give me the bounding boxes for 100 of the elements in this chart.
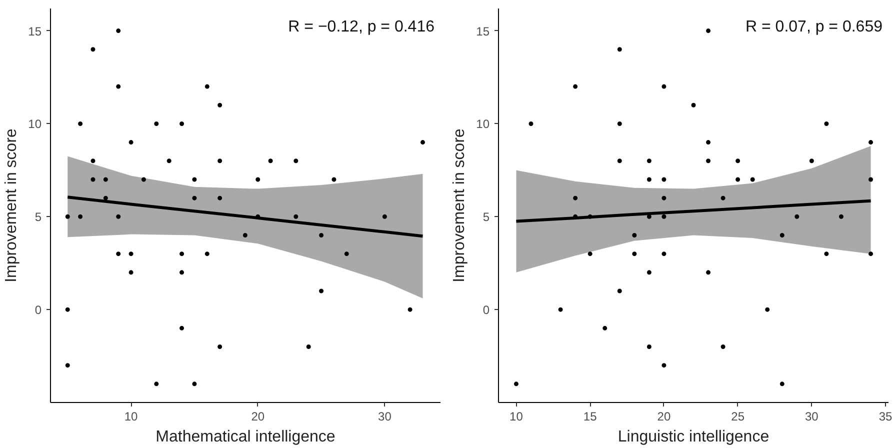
x-tick-label: 30 <box>378 410 392 424</box>
y-tick-label: 0 <box>34 303 42 318</box>
point <box>617 47 622 52</box>
x-tick-label: 10 <box>510 410 524 424</box>
point <box>646 344 652 349</box>
point <box>65 307 70 312</box>
point <box>382 214 387 219</box>
point <box>319 288 324 294</box>
point <box>319 232 324 238</box>
point <box>838 214 844 219</box>
point <box>662 214 666 219</box>
x-tick-label: 15 <box>583 410 598 424</box>
point <box>192 177 197 182</box>
point <box>154 121 159 126</box>
point <box>662 196 666 200</box>
point <box>116 214 121 219</box>
point <box>794 214 800 219</box>
point <box>780 382 784 386</box>
point <box>720 196 726 200</box>
x-tick-label: 20 <box>251 410 265 424</box>
point <box>204 84 210 89</box>
point <box>632 252 637 256</box>
point <box>408 307 412 312</box>
point <box>706 158 711 164</box>
point <box>573 84 578 89</box>
y-tick-label: 15 <box>28 24 42 38</box>
point <box>617 121 622 126</box>
point <box>736 177 740 182</box>
point <box>268 158 273 164</box>
point <box>180 270 184 275</box>
point <box>256 177 260 182</box>
point <box>116 28 121 34</box>
annotation: R = −0.12, p = 0.416 <box>288 18 435 36</box>
line-series <box>66 196 424 238</box>
point <box>824 121 829 126</box>
x-tick-label: 30 <box>805 410 819 424</box>
point <box>103 177 108 182</box>
point <box>514 382 518 386</box>
point <box>180 121 184 126</box>
x-axis-title: Mathematical intelligence <box>156 428 336 446</box>
point <box>218 196 222 200</box>
point <box>192 382 197 386</box>
point <box>180 326 184 330</box>
point <box>65 214 70 219</box>
point <box>706 28 711 34</box>
y-tick-label: 0 <box>482 303 490 318</box>
x-tick-label: 10 <box>124 410 138 424</box>
point <box>868 140 874 145</box>
point <box>242 232 248 238</box>
point <box>116 84 121 89</box>
point <box>588 214 592 219</box>
point <box>192 196 197 200</box>
point <box>662 363 666 368</box>
point <box>528 121 534 126</box>
point <box>558 307 563 312</box>
y-tick-label: 10 <box>28 117 42 132</box>
line-series <box>514 199 872 223</box>
point <box>116 252 121 256</box>
point <box>736 158 740 164</box>
point <box>166 158 172 164</box>
point <box>218 158 222 164</box>
point <box>128 270 134 275</box>
point <box>180 252 184 256</box>
point <box>90 47 96 52</box>
point <box>218 344 222 349</box>
point <box>294 158 298 164</box>
x-tick-label: 35 <box>878 410 893 424</box>
y-axis-title: Improvement in score <box>451 128 468 282</box>
point <box>588 252 592 256</box>
point <box>128 140 134 145</box>
point <box>706 270 711 275</box>
point <box>141 177 146 182</box>
annotation: R = 0.07, p = 0.659 <box>746 18 883 36</box>
point <box>750 177 755 182</box>
point <box>602 326 608 330</box>
point <box>128 252 134 256</box>
y-axis-title: Improvement in score <box>3 128 20 282</box>
point <box>78 121 83 126</box>
point <box>691 102 696 108</box>
point <box>662 252 666 256</box>
point <box>646 158 652 164</box>
point <box>765 307 770 312</box>
point <box>646 270 652 275</box>
point <box>573 196 578 200</box>
point <box>306 344 311 349</box>
y-tick-label: 5 <box>34 210 42 224</box>
point <box>720 344 726 349</box>
point <box>662 84 666 89</box>
point <box>78 214 83 219</box>
point <box>90 158 96 164</box>
y-tick-label: 15 <box>476 24 490 38</box>
point <box>868 177 874 182</box>
point <box>344 252 349 256</box>
point <box>617 158 622 164</box>
point <box>632 232 637 238</box>
point <box>154 382 159 386</box>
y-tick-label: 10 <box>476 117 490 132</box>
point <box>332 177 336 182</box>
y-tick-label: 5 <box>482 210 490 224</box>
point <box>662 177 666 182</box>
